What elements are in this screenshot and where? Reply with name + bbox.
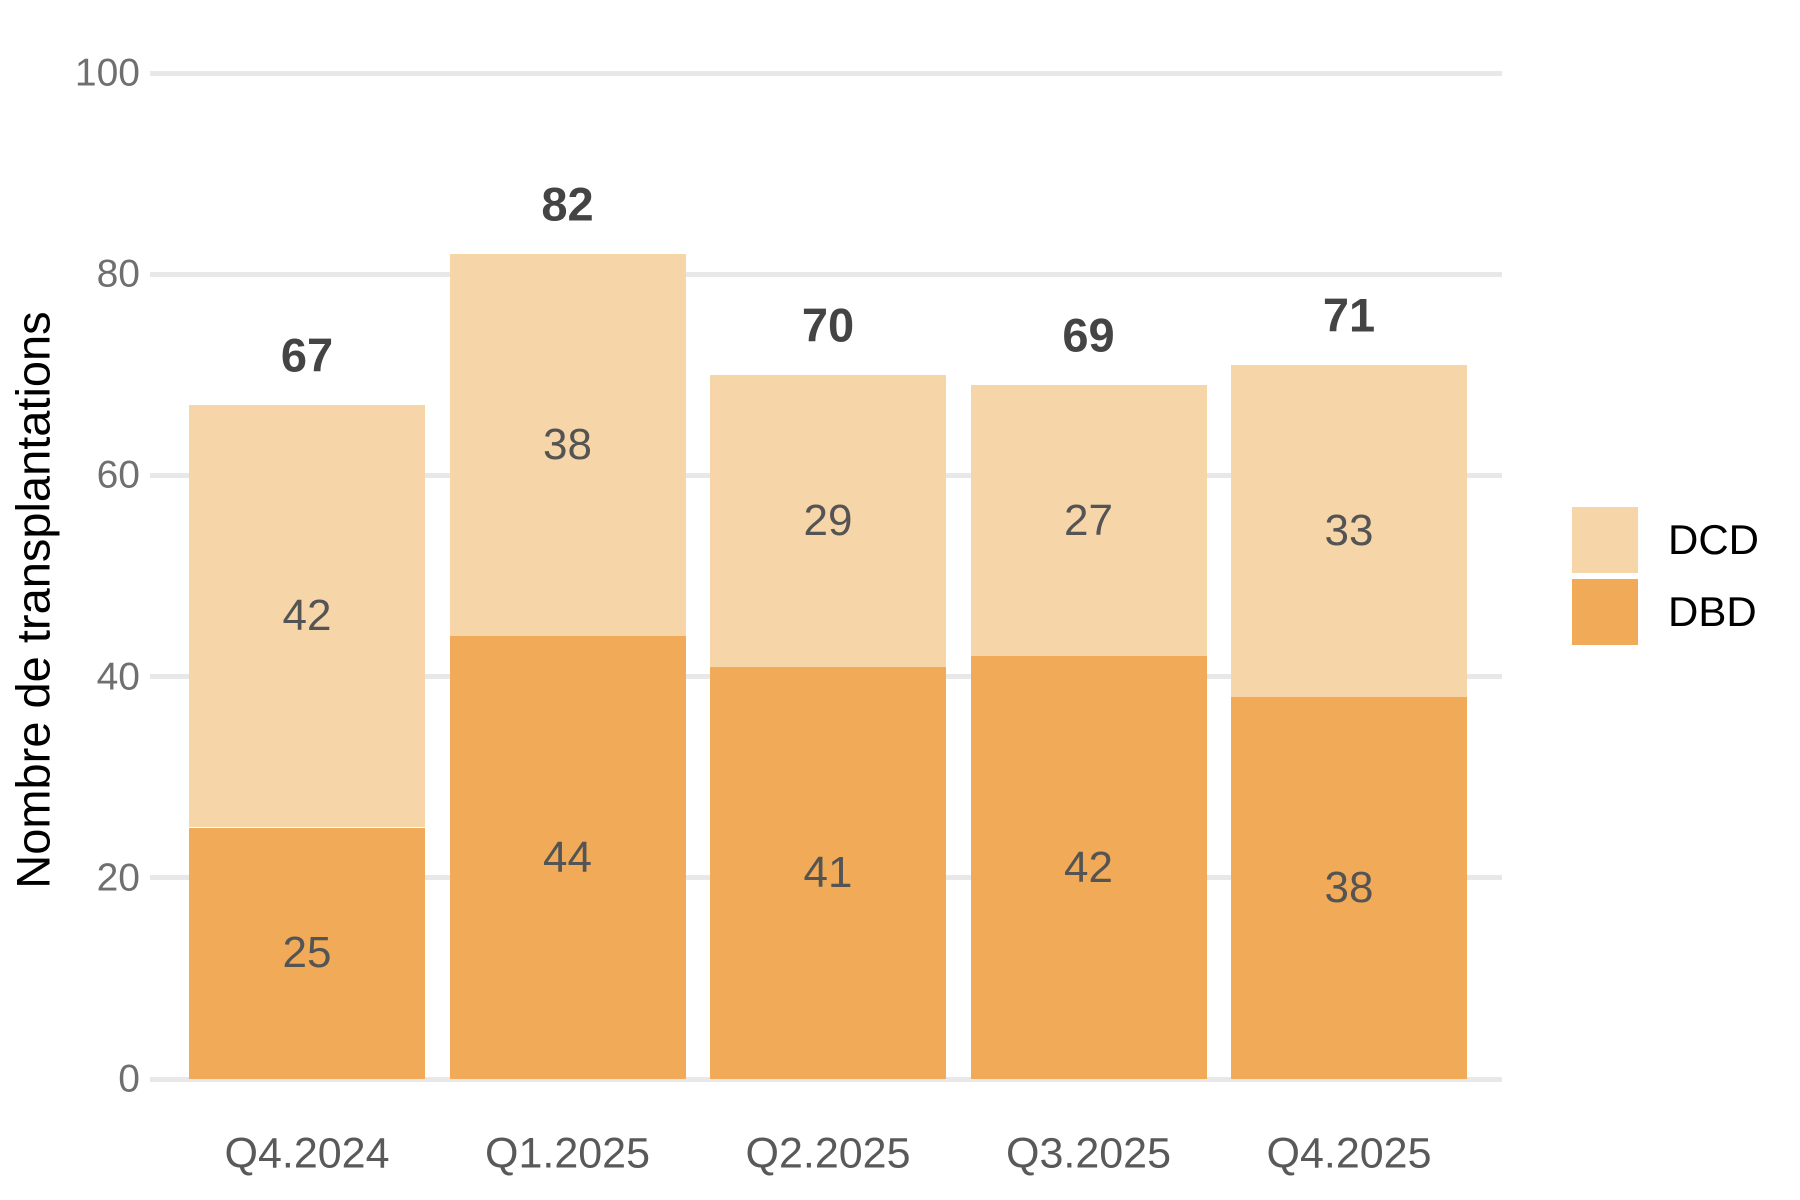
y-tick-label-60: 60 bbox=[96, 453, 140, 497]
segment-value-label-dbd-Q3.2025: 42 bbox=[1064, 842, 1113, 892]
bar-total-label-Q1.2025: 82 bbox=[541, 177, 594, 231]
bar-segment-dcd-Q4.2024 bbox=[189, 404, 425, 828]
bar-total-label-Q2.2025: 70 bbox=[801, 298, 855, 352]
legend-swatch-dcd bbox=[1572, 507, 1638, 573]
legend-label-dcd: DCD bbox=[1668, 516, 1759, 563]
y-axis-title: Nombre de transplantations bbox=[6, 311, 60, 889]
gridline-y-80 bbox=[150, 271, 1502, 277]
legend-swatch-dbd bbox=[1572, 579, 1638, 645]
gridline-y-100 bbox=[150, 70, 1502, 76]
segment-value-label-dbd-Q1.2025: 44 bbox=[543, 832, 592, 882]
segment-value-label-dbd-Q4.2024: 25 bbox=[282, 928, 332, 978]
x-tick-label-Q1.2025: Q1.2025 bbox=[485, 1129, 650, 1178]
x-tick-label-Q3.2025: Q3.2025 bbox=[1006, 1129, 1171, 1178]
legend-item-dbd: DBD bbox=[1572, 579, 1759, 645]
x-tick-label-Q2.2025: Q2.2025 bbox=[745, 1129, 911, 1178]
bar-segment-dcd-Q4.2025 bbox=[1231, 364, 1467, 697]
segment-value-label-dbd-Q4.2025: 38 bbox=[1324, 862, 1374, 912]
legend-label-dbd: DBD bbox=[1668, 588, 1757, 635]
bar-segment-dbd-Q4.2024 bbox=[189, 827, 425, 1079]
segment-value-label-dcd-Q4.2024: 42 bbox=[282, 591, 332, 641]
bar-segment-dcd-Q2.2025 bbox=[710, 374, 946, 667]
x-tick-label-Q4.2025: Q4.2025 bbox=[1266, 1129, 1432, 1178]
legend-item-dcd: DCD bbox=[1572, 507, 1759, 573]
bar-segment-dbd-Q3.2025 bbox=[970, 656, 1207, 1079]
y-tick-label-40: 40 bbox=[96, 655, 140, 699]
y-tick-label-20: 20 bbox=[96, 856, 140, 900]
segment-value-label-dcd-Q2.2025: 29 bbox=[803, 495, 853, 545]
y-tick-label-80: 80 bbox=[96, 252, 140, 296]
y-tick-label-100: 100 bbox=[74, 51, 140, 95]
bar-segment-dcd-Q1.2025 bbox=[449, 254, 686, 637]
y-tick-label-0: 0 bbox=[118, 1057, 140, 1101]
bar-segment-dcd-Q3.2025 bbox=[970, 384, 1207, 657]
segment-value-label-dcd-Q4.2025: 33 bbox=[1324, 505, 1374, 555]
segment-value-label-dbd-Q2.2025: 41 bbox=[803, 847, 853, 897]
bar-total-label-Q4.2025: 71 bbox=[1322, 288, 1376, 342]
bar-total-label-Q4.2024: 67 bbox=[280, 328, 334, 382]
bar-total-label-Q3.2025: 69 bbox=[1062, 308, 1115, 362]
segment-value-label-dcd-Q3.2025: 27 bbox=[1064, 495, 1113, 545]
bar-segment-dbd-Q4.2025 bbox=[1231, 696, 1467, 1079]
x-tick-label-Q4.2024: Q4.2024 bbox=[224, 1129, 390, 1178]
bar-segment-dbd-Q2.2025 bbox=[710, 666, 946, 1079]
bar-segment-dbd-Q1.2025 bbox=[449, 636, 686, 1079]
segment-value-label-dcd-Q1.2025: 38 bbox=[543, 420, 592, 470]
legend: DCD DBD bbox=[1572, 507, 1759, 651]
gridline-y-0 bbox=[150, 1076, 1502, 1082]
